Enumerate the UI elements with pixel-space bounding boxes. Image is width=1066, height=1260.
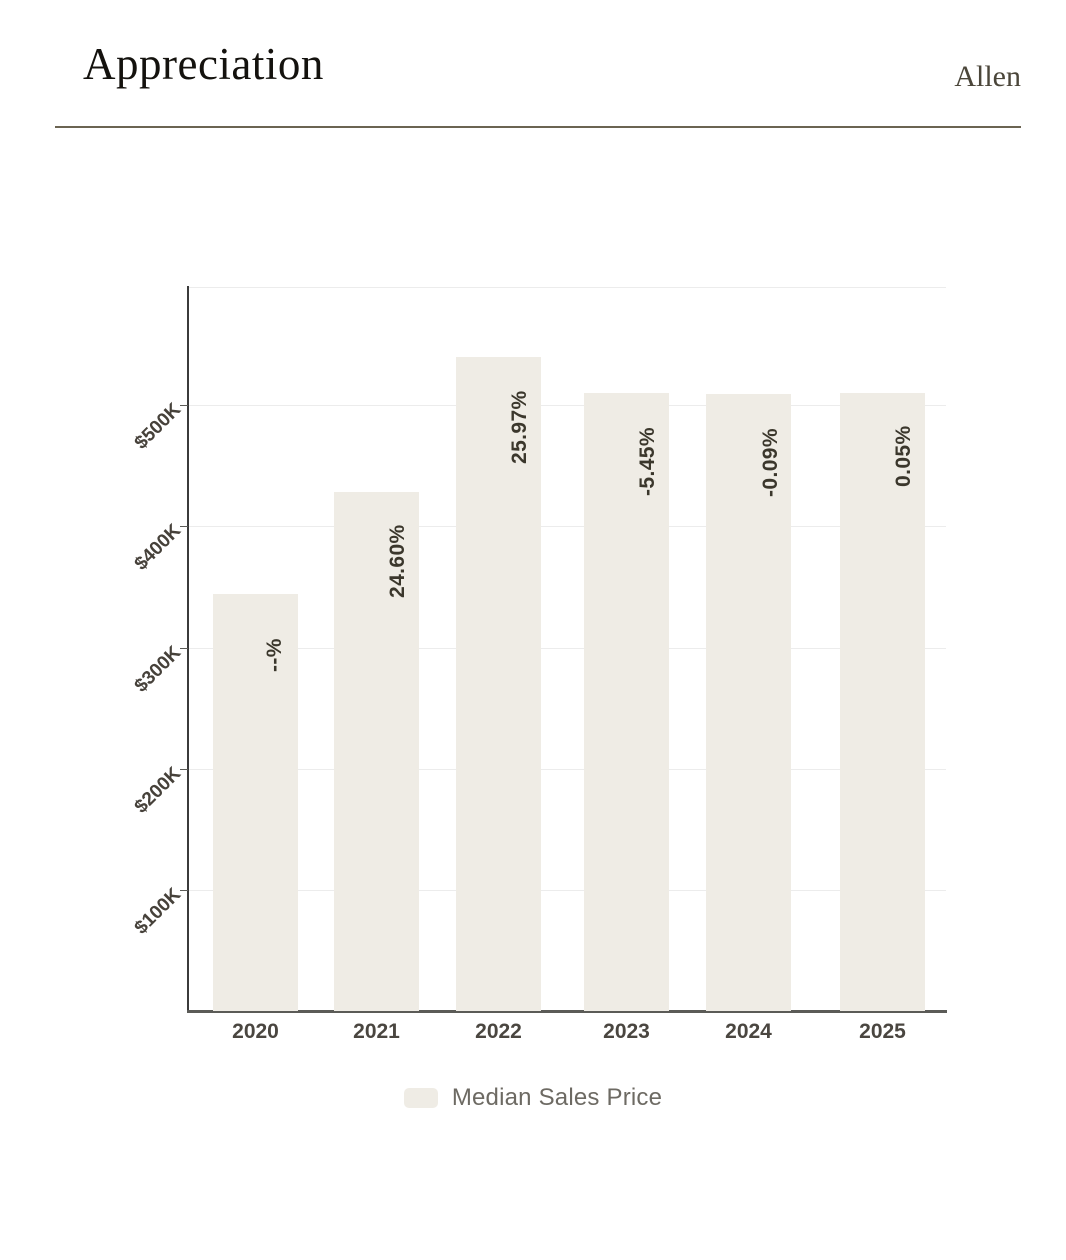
y-axis-label-500k: $500K: [130, 399, 186, 454]
gridline-300k: [188, 648, 946, 649]
gridline-500k: [188, 405, 946, 406]
page-title: Appreciation: [83, 39, 324, 89]
chart-legend: Median Sales Price: [0, 1084, 1066, 1112]
bar-value-label-2021: 24.60%: [386, 524, 409, 598]
bar-2023[interactable]: [584, 393, 669, 1011]
legend-label-median-sales-price: Median Sales Price: [451, 1084, 663, 1111]
bar-2025[interactable]: [840, 393, 925, 1011]
x-axis-label-2023: 2023: [603, 1020, 650, 1043]
bar-2022[interactable]: [456, 357, 541, 1011]
x-axis-label-2024: 2024: [725, 1020, 772, 1043]
y-tick-100k: [180, 890, 188, 891]
y-axis-label-200k: $200K: [130, 763, 186, 818]
gridline-400k: [188, 526, 946, 527]
x-axis-label-2020: 2020: [232, 1020, 279, 1043]
bar-value-label-2023: -5.45%: [636, 427, 659, 496]
page-header: Appreciation Allen: [55, 32, 1021, 132]
y-tick-300k: [180, 648, 188, 649]
y-tick-500k: [180, 405, 188, 406]
header-divider: [55, 126, 1021, 128]
bar-value-label-2022: 25.97%: [508, 390, 531, 464]
bar-value-label-2020: --%: [263, 638, 286, 672]
y-axis-line: [187, 286, 189, 1012]
area-name-label: Allen: [954, 60, 1021, 93]
bar-2020[interactable]: [213, 594, 298, 1011]
x-axis-line: [187, 1010, 947, 1013]
gridline-200k: [188, 769, 946, 770]
y-axis-label-400k: $400K: [130, 520, 186, 575]
x-axis-label-2021: 2021: [353, 1020, 400, 1043]
x-axis-label-2025: 2025: [859, 1020, 906, 1043]
bar-value-label-2024: -0.09%: [759, 428, 782, 497]
y-tick-200k: [180, 769, 188, 770]
gridline-100k: [188, 890, 946, 891]
gridline-top: [188, 287, 946, 288]
plot-area: [188, 287, 946, 1011]
bar-2024[interactable]: [706, 394, 791, 1011]
bar-value-label-2025: 0.05%: [892, 425, 915, 487]
y-axis-label-300k: $300K: [130, 642, 186, 697]
legend-swatch-median-sales-price: [403, 1088, 438, 1108]
y-tick-400k: [180, 526, 188, 527]
x-axis-label-2022: 2022: [475, 1020, 522, 1043]
y-axis-label-100k: $100K: [130, 884, 186, 939]
bar-2021[interactable]: [334, 492, 419, 1011]
